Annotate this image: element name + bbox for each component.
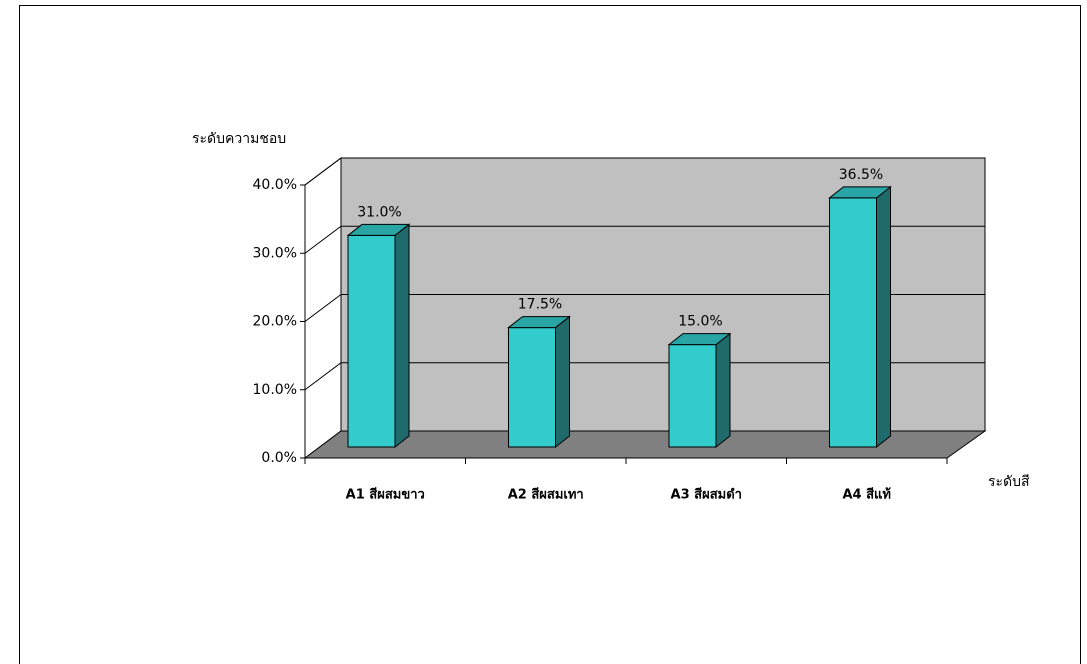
bar <box>828 185 892 449</box>
bar-front <box>347 234 396 448</box>
bar-side <box>394 223 410 449</box>
grid-line <box>304 225 985 254</box>
y-tick-label: 0.0% <box>261 450 297 466</box>
bar-front <box>668 344 717 448</box>
y-axis-label: ระดับความชอบ <box>192 131 286 147</box>
bar-side <box>876 185 891 449</box>
bar-front <box>829 197 877 448</box>
x-tick-label: A4 สีแท้ <box>842 487 891 503</box>
data-label: 36.5% <box>839 167 883 183</box>
bar <box>667 332 732 449</box>
x-tick-label: A3 สีผสมดำ <box>671 487 742 503</box>
y-tick-label: 30.0% <box>253 245 297 261</box>
bar-top <box>346 223 411 236</box>
grid-line <box>304 362 985 391</box>
bar-top <box>667 333 732 346</box>
bar <box>507 315 571 449</box>
x-axis-label: ระดับสี <box>988 474 1030 490</box>
bar-top <box>507 316 571 329</box>
y-tick-label: 20.0% <box>253 314 297 330</box>
data-label: 31.0% <box>357 204 401 220</box>
data-label: 17.5% <box>518 297 562 313</box>
data-label: 15.0% <box>678 314 722 330</box>
grid-line <box>304 294 985 322</box>
bar-front <box>508 327 556 448</box>
x-tick-label: A1 สีผสมขาว <box>346 487 425 503</box>
bar-side <box>555 315 570 449</box>
y-tick-label: 40.0% <box>253 177 297 193</box>
frame <box>19 5 1081 664</box>
bar-top <box>828 186 892 199</box>
bar-side <box>715 332 731 449</box>
bar <box>346 223 411 449</box>
y-tick-label: 10.0% <box>253 382 297 398</box>
grid-line <box>304 157 985 186</box>
x-tick-label: A2 สีผสมเทา <box>508 487 584 503</box>
